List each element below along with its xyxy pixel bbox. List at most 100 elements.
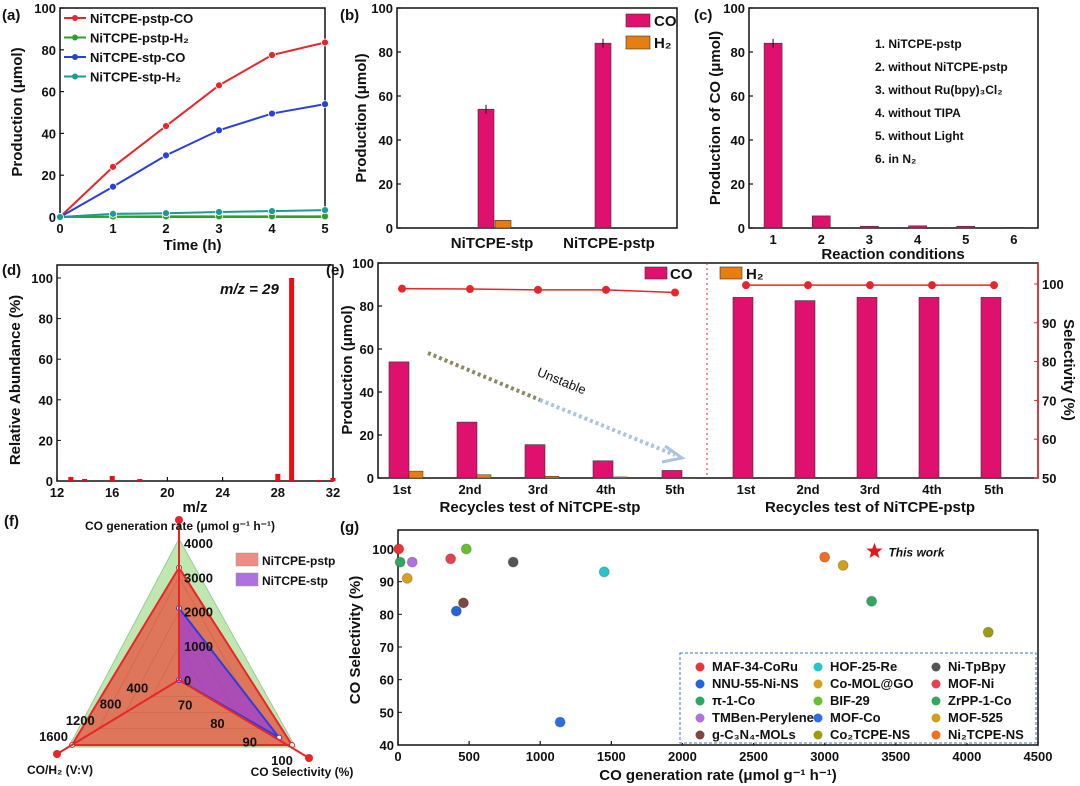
data-point — [268, 109, 276, 118]
y2-tick-label: 90 — [1042, 316, 1056, 331]
y-tick-label: 0 — [49, 210, 56, 225]
legend-marker — [72, 34, 78, 41]
y-tick-label: 20 — [39, 433, 53, 448]
x-tick-label: 2nd — [796, 482, 819, 497]
y-tick-label: 0 — [738, 221, 745, 236]
x-tick-label: 2nd — [458, 482, 481, 497]
legend-marker — [813, 696, 823, 706]
panel-d-axes — [56, 264, 334, 482]
x-tick-label: 5th — [665, 482, 685, 497]
scatter-point — [406, 556, 418, 568]
y-tick-label: 60 — [379, 89, 393, 104]
legend-marker — [931, 696, 941, 706]
data-point — [268, 51, 276, 59]
series-line-3 — [59, 209, 326, 218]
scatter-point — [554, 716, 566, 728]
y-tick-label: 60 — [380, 673, 394, 688]
y-tick-label: 0 — [46, 474, 53, 489]
x-tick-label: NiTCPE-pstp — [563, 235, 655, 252]
selectivity-point — [398, 284, 406, 293]
legend-label: ZrPP-1-Co — [948, 693, 1012, 708]
panel-label-d: (d) — [2, 262, 21, 279]
x-tick-label: 3rd — [860, 482, 880, 497]
y-axis-label: Production (μmol) — [9, 47, 26, 176]
legend-label: H₂ — [746, 266, 764, 283]
data-point — [321, 100, 329, 109]
x-tick-label: 2500 — [739, 749, 768, 764]
y-tick-label: 20 — [731, 177, 745, 192]
x-tick-label: 4000 — [952, 749, 981, 764]
y-tick-label: 40 — [380, 738, 394, 753]
legend-marker — [813, 662, 823, 672]
panel-g-axes — [397, 529, 1039, 746]
legend-marker — [72, 73, 78, 80]
panel-label-a: (a) — [2, 7, 20, 24]
y-tick-label: 60 — [42, 85, 56, 100]
radar-tick: 2000 — [184, 605, 213, 620]
legend-swatch — [235, 572, 259, 587]
x-tick-label: 1500 — [597, 749, 626, 764]
arrow-head-icon — [661, 444, 686, 464]
bar — [68, 476, 74, 481]
scatter-point — [866, 595, 878, 607]
panel-label-g: (g) — [340, 519, 359, 536]
x-tick-label: 0 — [394, 749, 401, 764]
y-axis-label: Relative Abundance (%) — [7, 295, 24, 465]
legend-label: NiTCPE-stp-H₂ — [90, 70, 181, 85]
x-tick-label: 20 — [160, 485, 174, 500]
x-tick-label: 4th — [596, 482, 616, 497]
y-tick-label: 20 — [42, 168, 56, 183]
legend-label: MAF-34-CoRu — [712, 659, 798, 674]
selectivity-point — [866, 281, 874, 290]
scatter-point — [445, 553, 457, 565]
selectivity-point — [990, 281, 998, 290]
x-tick-label: 2000 — [668, 749, 697, 764]
panel-label-e: (e) — [326, 262, 344, 279]
x-tick-label: 16 — [105, 485, 119, 500]
panel-label-f: (f) — [4, 513, 19, 530]
radar-tick: 4000 — [184, 536, 213, 551]
y2-tick-label: 80 — [1042, 355, 1056, 370]
scatter-point — [393, 543, 405, 555]
arrow-head-icon — [305, 754, 313, 762]
data-point — [268, 207, 276, 216]
y-tick-label: 0 — [386, 221, 393, 236]
y-tick-label: 80 — [380, 607, 394, 622]
selectivity-point — [671, 288, 679, 297]
radar-tick: 0 — [184, 673, 191, 688]
x-tick-label: 3 — [866, 232, 873, 247]
bar-h2 — [544, 476, 560, 479]
condition-annotation: 5. without Light — [875, 129, 964, 143]
y-tick-label: 100 — [31, 271, 53, 286]
series-line-1 — [59, 215, 325, 218]
x-tick-label: 4th — [922, 482, 942, 497]
radar-tick: 70 — [178, 697, 192, 712]
bar-co — [794, 300, 816, 479]
bar — [908, 225, 927, 229]
bar — [289, 278, 295, 481]
x-tick-label: 6 — [1010, 232, 1017, 247]
y-tick-label: 100 — [372, 542, 394, 557]
selectivity-point — [602, 285, 610, 294]
radar-tick: 90 — [242, 734, 256, 749]
bar-h2 — [612, 476, 628, 479]
x-tick-label: 5 — [962, 232, 969, 247]
y-tick-label: 80 — [42, 43, 56, 58]
x-tick-label: 32 — [326, 485, 340, 500]
data-point — [215, 208, 223, 216]
x-tick-label: NiTCPE-stp — [451, 235, 534, 252]
data-point — [109, 162, 117, 171]
arrow-head-icon — [53, 750, 61, 758]
bar — [763, 42, 783, 229]
legend-label: Ni₂TCPE-NS — [948, 727, 1024, 742]
x-tick-label: 4 — [914, 232, 922, 247]
legend-label: CO — [670, 266, 693, 283]
radar-tick: 400 — [127, 680, 149, 695]
y-tick-label: 40 — [39, 393, 53, 408]
bar-co — [980, 297, 1002, 479]
legend-label: CO — [654, 13, 677, 30]
legend-label: π-1-Co — [712, 693, 755, 708]
radar-tick: 1600 — [39, 729, 68, 744]
legend-marker — [813, 679, 823, 689]
